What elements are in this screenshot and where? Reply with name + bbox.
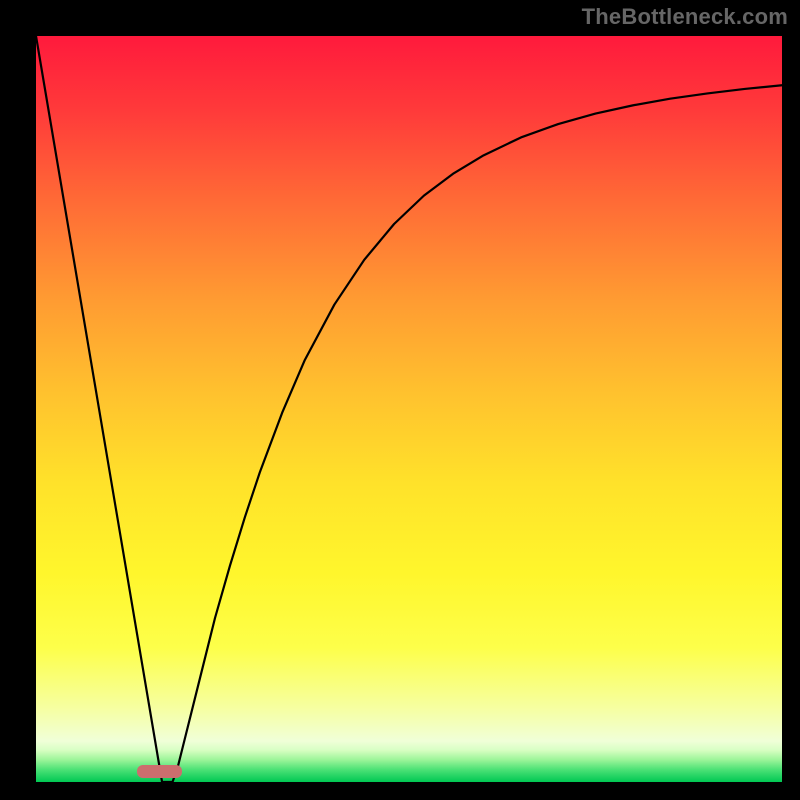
optimal-range-marker xyxy=(137,765,182,778)
chart-frame: TheBottleneck.com xyxy=(0,0,800,800)
bottleneck-curve xyxy=(36,36,782,782)
watermark-text: TheBottleneck.com xyxy=(582,4,788,30)
curve-layer xyxy=(36,36,782,782)
plot-area xyxy=(36,36,782,782)
